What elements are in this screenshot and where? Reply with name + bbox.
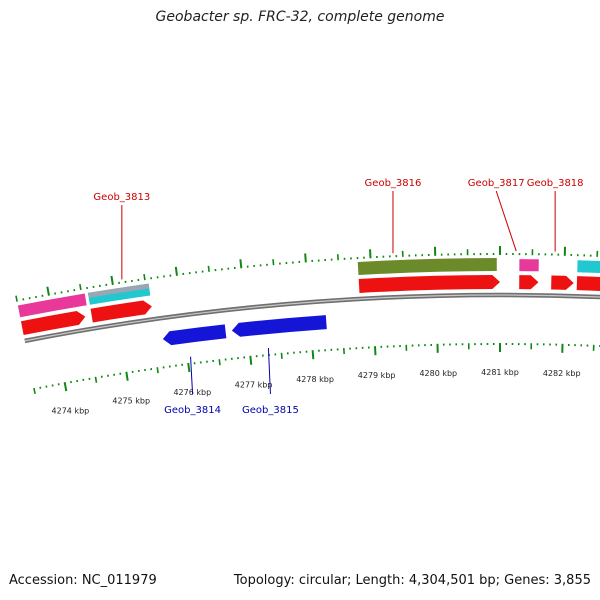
gene-label: Geob_3815: [242, 405, 299, 416]
forward-cds-arrow: [551, 275, 574, 290]
gene-label: Geob_3817: [468, 178, 525, 189]
genome-summary-text: Topology: circular; Length: 4,304,501 bp…: [233, 573, 591, 588]
inner-tick: [218, 359, 221, 366]
forward-cds-arrow: [519, 275, 539, 290]
outer-tick: [46, 286, 50, 296]
gene-label: Geob_3814: [164, 405, 221, 416]
axis-tick-label: 4280 kbp: [419, 369, 457, 378]
axis-tick-label: 4279 kbp: [358, 371, 396, 380]
axis-tick-label: 4275 kbp: [112, 396, 150, 405]
gene-label: Geob_3816: [365, 178, 422, 189]
outer-tick: [15, 295, 18, 302]
inner-tick: [280, 352, 283, 359]
inner-tick: [125, 371, 129, 381]
inner-tick: [156, 367, 159, 374]
accession-text: Accession: NC_011979: [9, 573, 157, 588]
feature-block: [17, 293, 87, 318]
outer-tick: [110, 275, 114, 286]
inner-tick: [94, 376, 98, 383]
outer-tick: [143, 274, 146, 281]
forward-cds-arrow: [20, 311, 86, 335]
feature-block: [577, 260, 600, 273]
inner-tick: [33, 387, 36, 395]
gene-leader-line: [495, 190, 517, 252]
axis-tick-label: 4278 kbp: [296, 375, 334, 384]
forward-cds-arrow: [90, 300, 152, 323]
reverse-cds-arrow: [231, 315, 327, 337]
axis-tick-label: 4274 kbp: [52, 407, 90, 416]
outer-tick: [304, 253, 307, 263]
feature-block: [87, 283, 150, 298]
gene-leader-line: [190, 356, 194, 395]
inner-tick: [63, 382, 68, 392]
feature-block: [357, 258, 497, 275]
outer-tick: [79, 283, 82, 291]
map-title: Geobacter sp. FRC-32, complete genome: [155, 9, 445, 25]
gene-leader-line: [267, 347, 271, 395]
forward-cds-arrow: [358, 275, 500, 293]
reverse-cds-arrow: [162, 324, 227, 346]
axis-tick-label: 4277 kbp: [235, 381, 273, 390]
inner-tick: [311, 350, 315, 360]
forward-cds-arrow: [576, 276, 600, 292]
inner-tick: [249, 355, 253, 365]
outer-tick: [272, 259, 275, 266]
feature-block: [519, 259, 539, 272]
outer-tick: [174, 266, 178, 276]
axis-tick-label: 4282 kbp: [543, 369, 581, 378]
backbone-highlight: [24, 294, 600, 342]
axis-tick-label: 4281 kbp: [481, 368, 519, 377]
outer-tick: [207, 265, 210, 272]
inner-tick: [187, 362, 191, 373]
gene-label: Geob_3813: [93, 192, 150, 203]
outer-tick: [239, 259, 243, 269]
gene-label: Geob_3818: [527, 178, 584, 189]
